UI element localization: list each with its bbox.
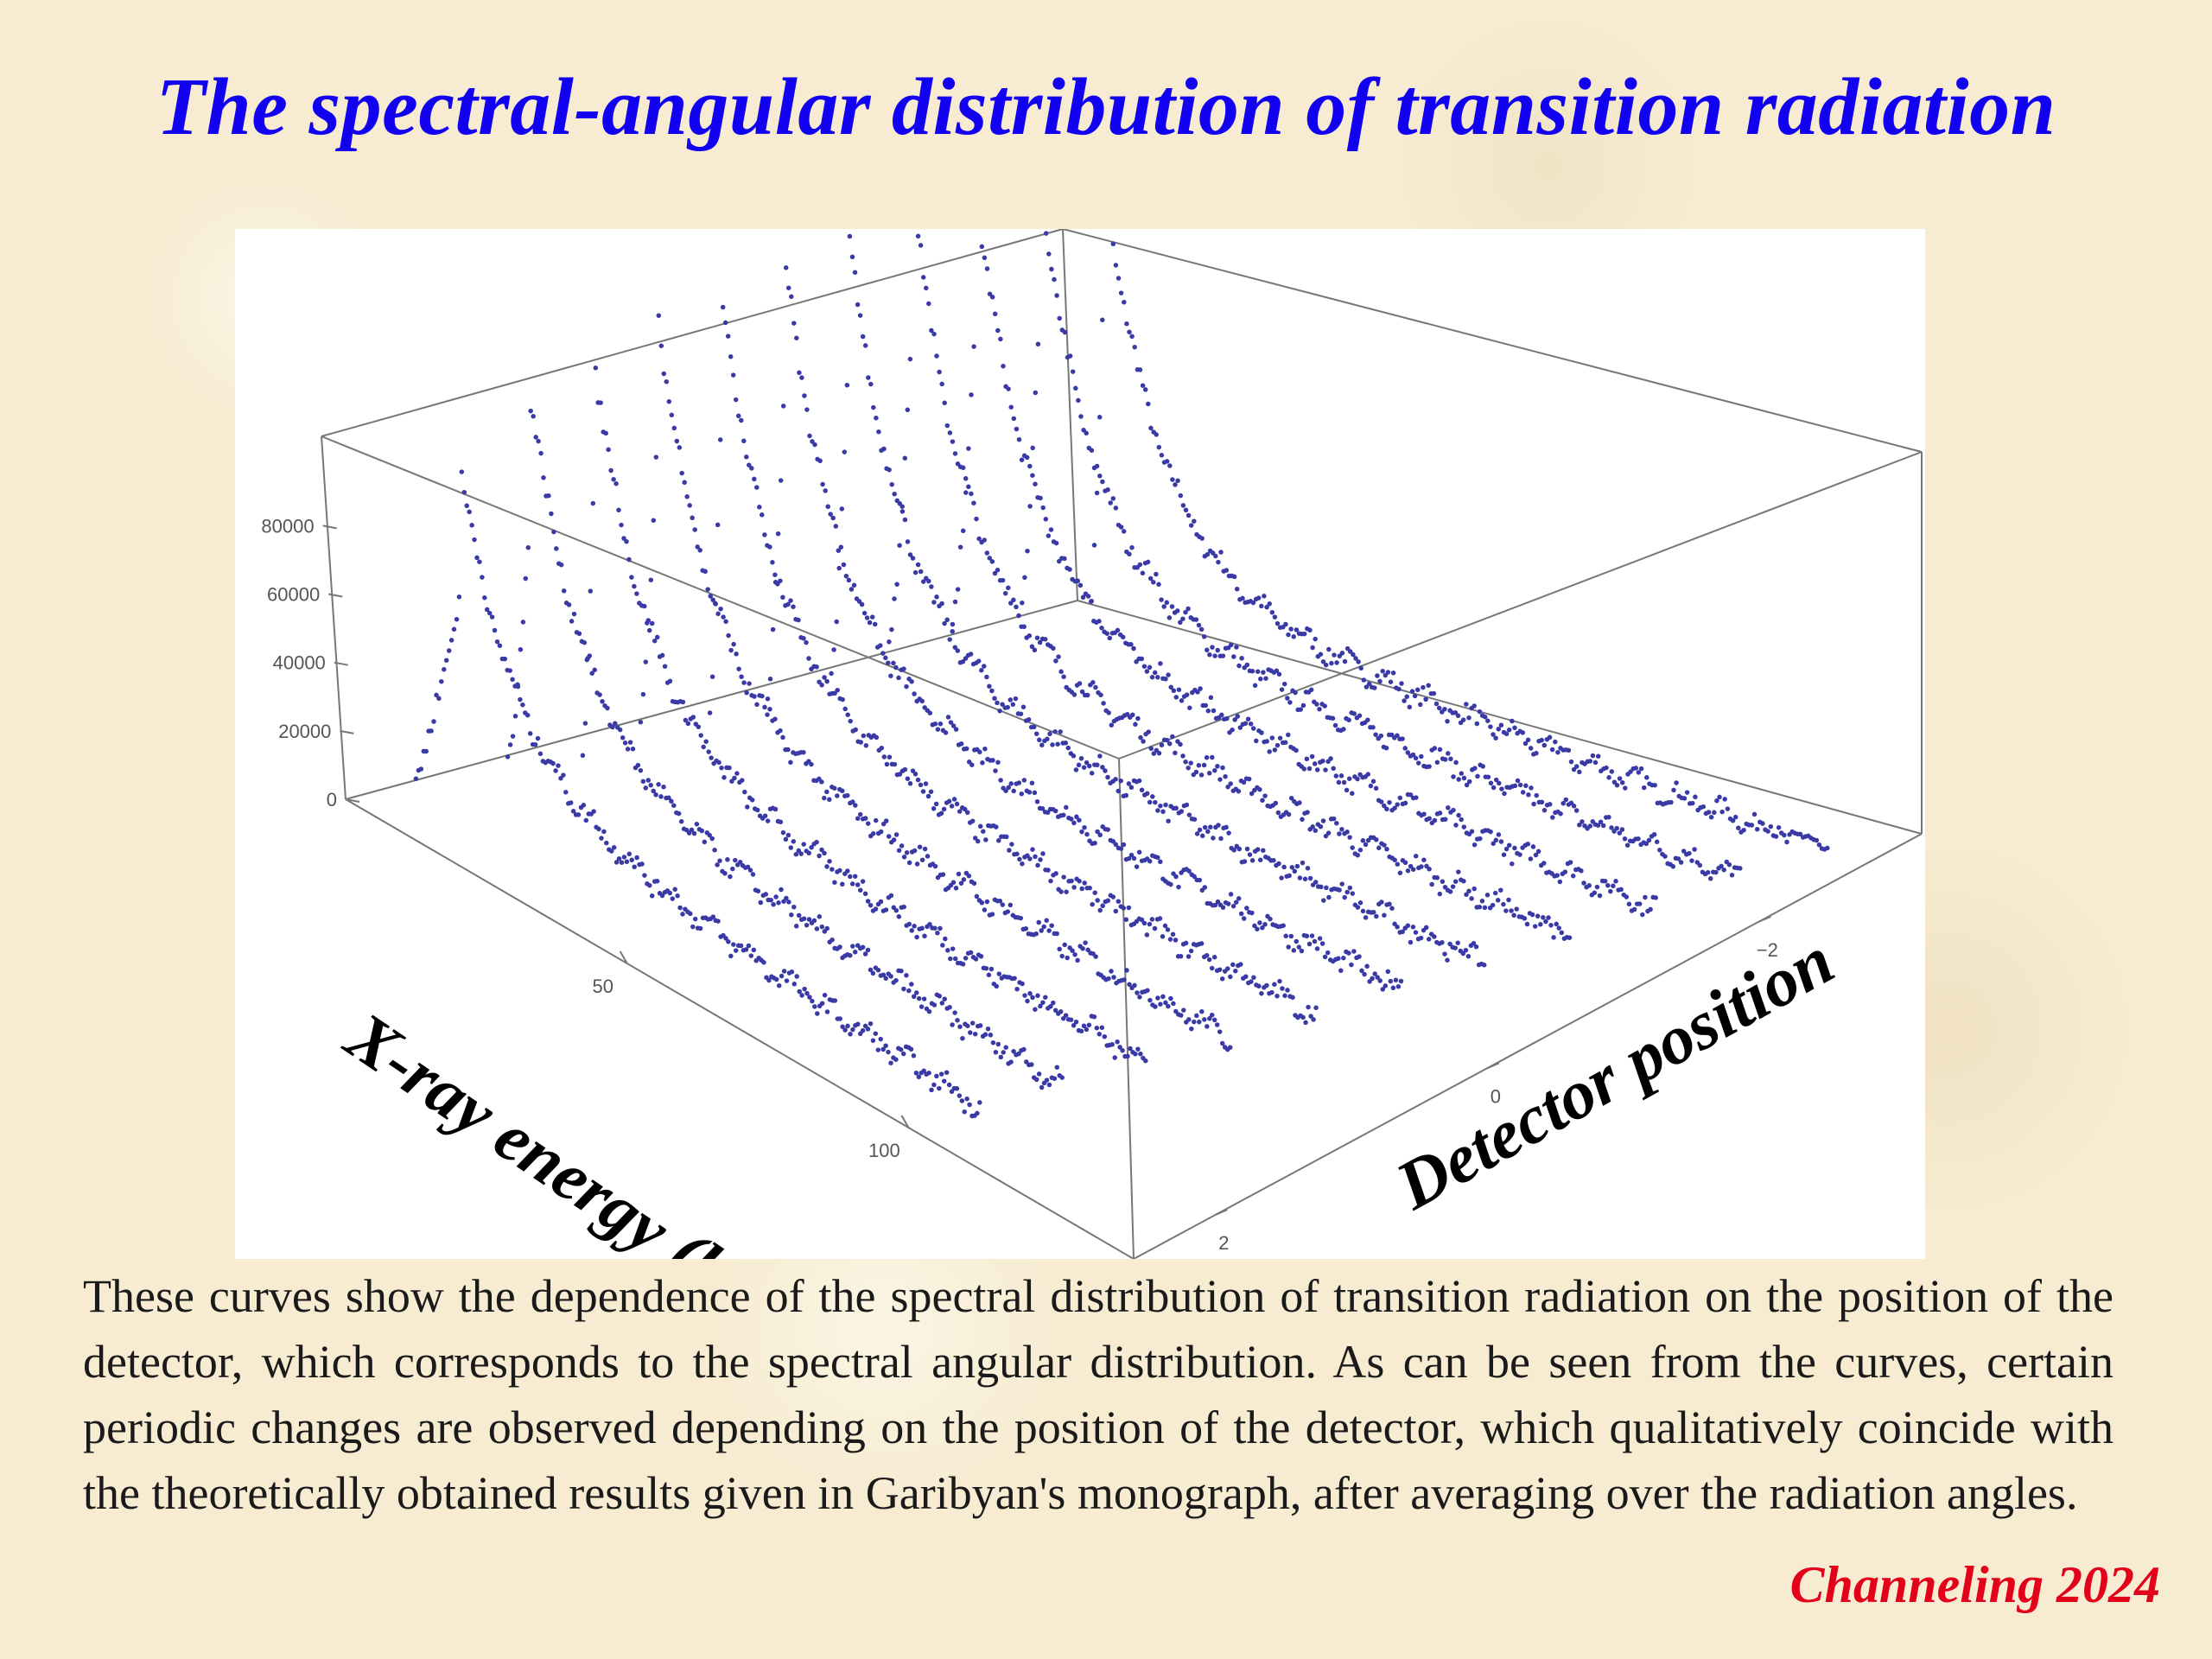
chart-3d-plot: 02000040000600008000050100−202CountsX-ra… bbox=[235, 229, 1925, 1259]
box-edge-bottom-back bbox=[1077, 600, 1923, 835]
z-tick-mark bbox=[322, 524, 337, 530]
y-tick-label: −2 bbox=[1757, 939, 1778, 961]
x-tick-mark bbox=[619, 950, 628, 964]
curve-series bbox=[638, 313, 1233, 1052]
curve-series bbox=[829, 233, 1487, 968]
z-tick-mark bbox=[328, 593, 343, 598]
conference-footer: Channeling 2024 bbox=[1789, 1556, 2160, 1613]
box-edge-bottom-right bbox=[1133, 833, 1923, 1259]
x-tick-label: 100 bbox=[868, 1140, 900, 1161]
z-tick-label: 0 bbox=[327, 789, 337, 810]
y-tick-label: 0 bbox=[1491, 1085, 1501, 1107]
curve-series bbox=[950, 244, 1658, 918]
curve-series bbox=[765, 265, 1404, 992]
box-edge-top-front bbox=[321, 435, 1120, 760]
curve-series bbox=[580, 365, 1148, 1064]
z-tick-label: 20000 bbox=[278, 721, 331, 742]
x-tick-mark bbox=[900, 1115, 910, 1128]
z-tick-mark bbox=[334, 661, 348, 666]
y-tick-mark bbox=[1758, 915, 1771, 923]
y-tick-label: 2 bbox=[1218, 1232, 1229, 1254]
curve-series bbox=[887, 233, 1573, 941]
box-edge-top-left bbox=[321, 229, 1064, 437]
box-edge-top-right bbox=[1118, 451, 1923, 760]
curve-series bbox=[1089, 241, 1830, 852]
box-edge-top-back bbox=[1062, 229, 1923, 453]
z-tick-mark bbox=[345, 798, 360, 803]
y-axis-title: Detector position bbox=[1383, 922, 1846, 1224]
slide-caption: These curves show the dependence of the … bbox=[83, 1270, 2113, 1519]
y-tick-mark bbox=[1486, 1062, 1500, 1070]
curve-series bbox=[413, 469, 982, 1119]
box-edge-bottom-front bbox=[345, 798, 1135, 1259]
slide-title: The spectral-angular distribution of tra… bbox=[156, 62, 2056, 152]
z-tick-label: 40000 bbox=[273, 652, 326, 674]
z-tick-mark bbox=[340, 729, 354, 734]
z-tick-label: 80000 bbox=[261, 515, 314, 537]
curve-series bbox=[1020, 231, 1743, 881]
y-tick-mark bbox=[1214, 1209, 1228, 1217]
z-tick-label: 60000 bbox=[267, 584, 320, 606]
chart-svg: 02000040000600008000050100−202CountsX-ra… bbox=[261, 229, 1923, 1259]
box-edge-front-left bbox=[321, 435, 346, 800]
curve-series bbox=[505, 408, 1065, 1090]
box-edge-bottom-left bbox=[345, 600, 1078, 800]
box-edge-back-left bbox=[1062, 229, 1078, 601]
x-tick-label: 50 bbox=[592, 976, 613, 997]
box-edge-front-right bbox=[1118, 758, 1135, 1259]
curve-series bbox=[707, 304, 1319, 1026]
